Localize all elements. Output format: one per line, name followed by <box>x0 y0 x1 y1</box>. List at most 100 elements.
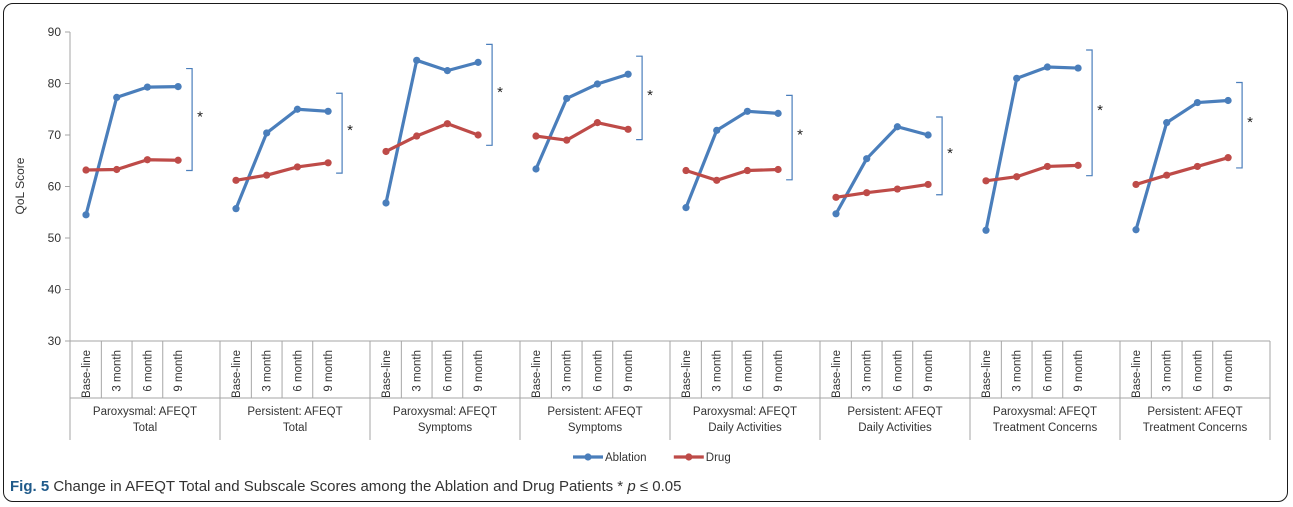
x-tick-label: 3 month <box>562 350 574 392</box>
x-tick-label: 3 month <box>1012 350 1024 392</box>
caption-text: Change in AFEQT Total and Subscale Score… <box>49 478 628 495</box>
data-point <box>174 156 182 164</box>
data-point <box>893 123 902 131</box>
data-point <box>413 56 421 64</box>
data-point <box>532 132 540 140</box>
data-point <box>82 211 90 219</box>
significance-star: * <box>947 145 953 162</box>
group-label: Persistent: AFEQT <box>847 406 942 418</box>
x-tick-label: 9 month <box>1073 350 1085 392</box>
x-tick-label: 3 month <box>1162 350 1174 392</box>
data-point <box>713 126 721 134</box>
y-tick-label: 70 <box>48 128 62 142</box>
series-line <box>984 163 1080 183</box>
data-point <box>1043 63 1051 71</box>
significance-star: * <box>197 109 203 126</box>
significance-star: * <box>347 122 353 139</box>
x-tick-label: 6 month <box>292 350 304 392</box>
data-point <box>532 165 540 173</box>
x-tick-label: 6 month <box>142 350 154 392</box>
data-point <box>443 120 451 128</box>
data-point <box>263 171 271 179</box>
series-line <box>384 122 480 154</box>
significance-bracket <box>486 43 493 146</box>
legend-item-ablation: Ablation <box>573 452 647 464</box>
data-point <box>382 147 390 156</box>
legend-swatch-marker <box>584 453 592 461</box>
data-point <box>1074 161 1082 169</box>
group-label: Daily Activities <box>708 422 782 434</box>
data-point <box>624 70 632 78</box>
significance-bracket <box>1086 49 1093 177</box>
significance-star: * <box>797 127 803 144</box>
x-tick-label: Base-line <box>531 350 543 398</box>
series-line <box>234 107 330 211</box>
series-drug <box>82 119 1232 201</box>
data-point <box>324 107 332 115</box>
series-line <box>834 125 930 216</box>
data-point <box>1163 119 1171 127</box>
legend-label: Drug <box>706 452 731 464</box>
data-point <box>982 177 990 185</box>
significance-bracket <box>186 67 193 172</box>
data-point <box>1224 154 1232 162</box>
data-point <box>1224 96 1232 105</box>
x-tick-label: 9 month <box>323 350 335 392</box>
y-tick-label: 30 <box>48 334 62 348</box>
figure-frame <box>3 3 1288 502</box>
significance-star: * <box>647 87 653 104</box>
data-point <box>293 163 301 171</box>
caption-tail: ≤ 0.05 <box>635 478 682 495</box>
data-point <box>474 58 482 66</box>
x-tick-label: 6 month <box>1192 350 1204 392</box>
x-tick-label: Base-line <box>1131 350 1143 398</box>
x-axis: Base-line 3 month 6 month 9 month Paroxysmal… <box>81 350 1247 434</box>
data-point <box>743 166 752 175</box>
x-tick-label: Base-line <box>681 350 693 398</box>
legend-swatch-marker <box>685 453 693 461</box>
data-point <box>232 205 240 213</box>
data-point <box>82 166 90 174</box>
x-tick-label: 6 month <box>1042 350 1054 392</box>
data-point <box>1013 74 1021 82</box>
data-point <box>232 176 240 184</box>
series-lines <box>82 56 1232 234</box>
x-tick-label: 9 month <box>473 350 485 392</box>
data-point <box>924 131 932 139</box>
data-point <box>924 180 932 189</box>
y-tick-label: 80 <box>48 77 62 91</box>
series-line <box>534 72 630 171</box>
significance-bracket <box>1236 81 1243 169</box>
x-tick-label: 6 month <box>592 350 604 392</box>
data-point <box>593 80 602 88</box>
series-line <box>534 121 630 142</box>
data-point <box>863 155 871 163</box>
data-point <box>143 156 151 164</box>
data-point <box>324 159 332 167</box>
group-label: Persistent: AFEQT <box>547 406 642 418</box>
data-point <box>893 185 902 193</box>
group-label: Daily Activities <box>858 422 932 434</box>
data-point <box>263 129 271 137</box>
x-tick-label: Base-line <box>381 350 393 398</box>
series-line <box>984 65 1080 232</box>
group-label: Persistent: AFEQT <box>247 406 342 418</box>
y-axis-label: QoL Score <box>13 157 27 214</box>
y-axis: 30 40 50 60 70 80 90 <box>48 25 62 348</box>
data-point <box>863 189 871 197</box>
legend-item-drug: Drug <box>673 452 731 464</box>
x-tick-label: 9 month <box>1223 350 1235 392</box>
series-ablation <box>82 56 1232 234</box>
data-point <box>413 132 421 140</box>
significance-star: * <box>497 84 503 101</box>
x-tick-label: 9 month <box>773 350 785 392</box>
line-chart: 30 40 50 60 70 80 90 QoL Score Base-line 3 mont… <box>13 25 1271 464</box>
figure-caption: Fig. 5 Change in AFEQT Total and Subscal… <box>10 478 681 495</box>
x-tick-label: 9 month <box>623 350 635 392</box>
significance-bracket <box>936 116 943 196</box>
x-tick-label: 3 month <box>412 350 424 392</box>
group-label: Symptoms <box>568 422 623 434</box>
x-tick-label: Base-line <box>981 350 993 398</box>
data-point <box>1132 226 1140 234</box>
data-point <box>563 136 571 144</box>
